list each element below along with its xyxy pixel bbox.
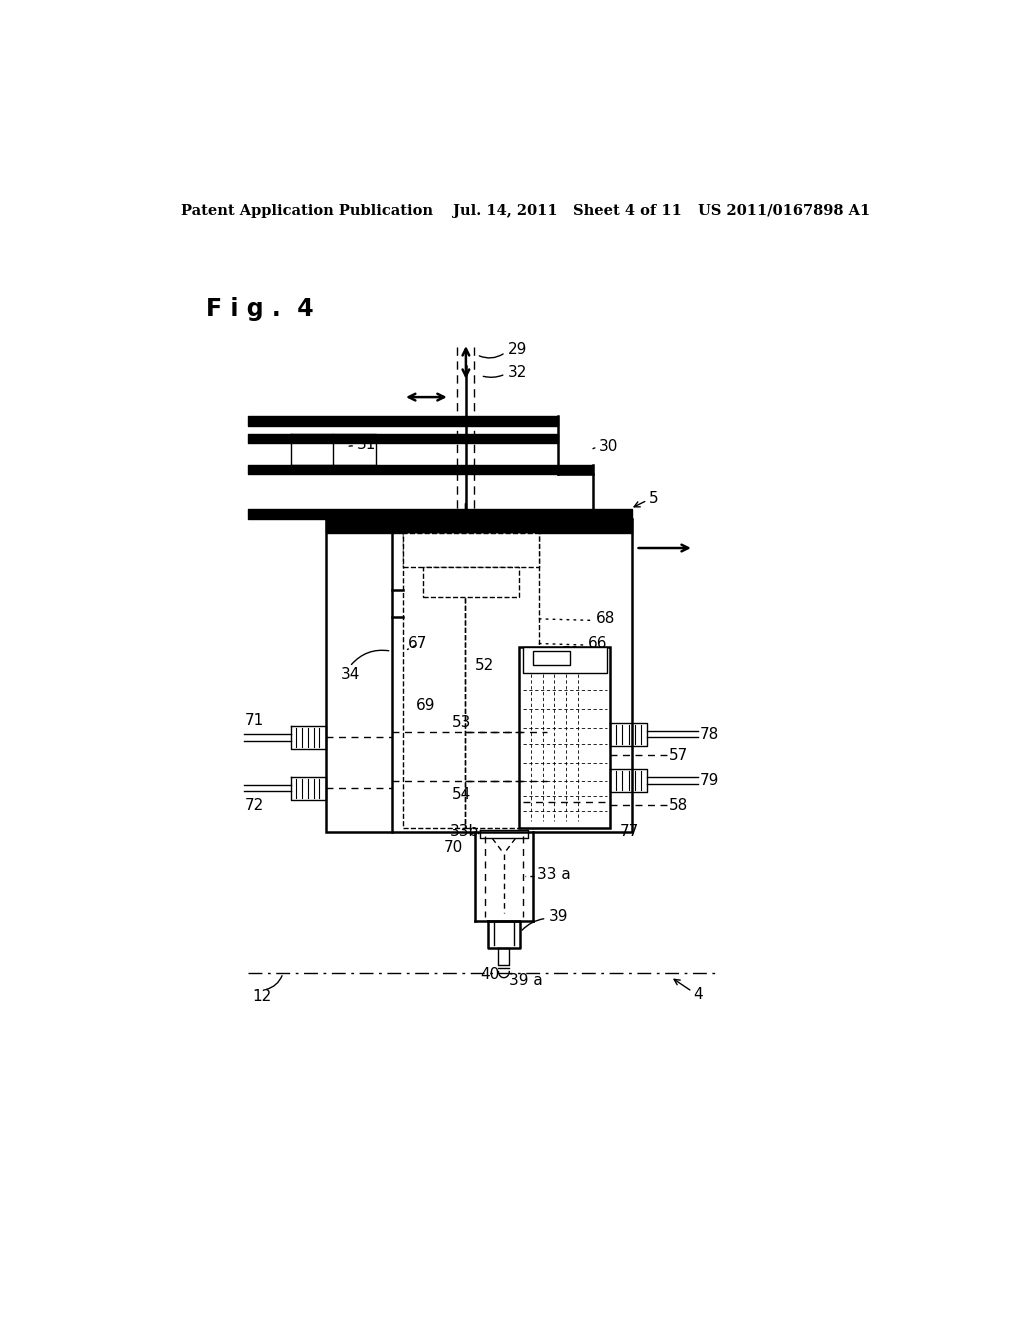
Text: 68: 68 bbox=[596, 611, 615, 627]
Text: F i g .  4: F i g . 4 bbox=[206, 297, 313, 321]
Text: 79: 79 bbox=[700, 774, 719, 788]
Text: 78: 78 bbox=[700, 727, 719, 742]
Text: 57: 57 bbox=[669, 747, 688, 763]
Text: 72: 72 bbox=[245, 797, 263, 813]
Bar bbox=[519, 647, 610, 829]
Text: 12: 12 bbox=[252, 989, 271, 1003]
Text: Patent Application Publication: Patent Application Publication bbox=[180, 203, 433, 218]
Text: 70: 70 bbox=[444, 840, 464, 855]
Bar bbox=[403, 533, 465, 829]
Bar bbox=[523, 647, 607, 673]
Text: 34: 34 bbox=[341, 667, 360, 682]
Text: US 2011/0167898 A1: US 2011/0167898 A1 bbox=[697, 203, 869, 218]
Text: 69: 69 bbox=[416, 697, 435, 713]
Text: 54: 54 bbox=[452, 787, 471, 803]
Text: 5: 5 bbox=[649, 491, 658, 507]
Text: 32: 32 bbox=[508, 364, 527, 380]
Bar bbox=[423, 566, 519, 598]
Text: 76: 76 bbox=[558, 688, 578, 704]
Text: 33b: 33b bbox=[450, 824, 479, 840]
Text: 30: 30 bbox=[599, 438, 618, 454]
Text: 77: 77 bbox=[620, 824, 639, 840]
Text: 56: 56 bbox=[531, 780, 550, 796]
Text: 40: 40 bbox=[480, 968, 500, 982]
Text: 4: 4 bbox=[693, 987, 703, 1002]
Text: 33 a: 33 a bbox=[538, 867, 571, 882]
Text: 67: 67 bbox=[408, 636, 427, 651]
Text: 53: 53 bbox=[452, 715, 471, 730]
Text: 52: 52 bbox=[475, 657, 495, 673]
Bar bbox=[465, 533, 539, 829]
Text: Jul. 14, 2011   Sheet 4 of 11: Jul. 14, 2011 Sheet 4 of 11 bbox=[454, 203, 682, 218]
Text: 71: 71 bbox=[245, 713, 263, 729]
Text: 66: 66 bbox=[589, 636, 608, 651]
Text: 55: 55 bbox=[531, 729, 550, 743]
Text: 29: 29 bbox=[508, 342, 527, 356]
Bar bbox=[403, 533, 539, 566]
Bar bbox=[532, 651, 569, 665]
Text: 27: 27 bbox=[484, 510, 504, 525]
Text: 51: 51 bbox=[562, 645, 582, 661]
Bar bbox=[326, 519, 632, 832]
Text: 39: 39 bbox=[549, 909, 568, 924]
Text: 39 a: 39 a bbox=[509, 973, 543, 989]
Text: 58: 58 bbox=[669, 797, 688, 813]
Text: 31: 31 bbox=[356, 437, 376, 453]
